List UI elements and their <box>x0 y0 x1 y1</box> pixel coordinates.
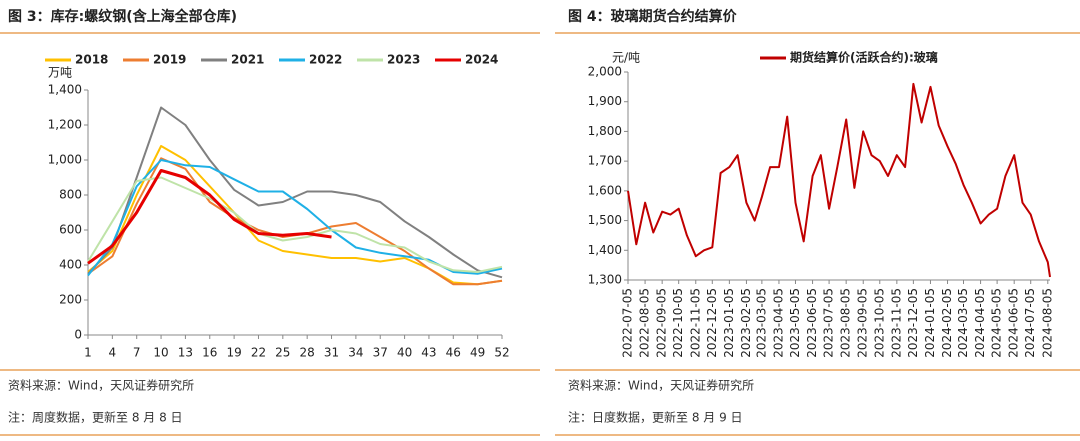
x-tick-label: 2024-01-05 <box>923 288 937 358</box>
x-tick-label: 2023-02-05 <box>739 288 753 358</box>
y-tick-label: 1,400 <box>48 83 82 97</box>
x-tick-label: 2023-04-05 <box>771 288 785 358</box>
y-axis-label: 元/吨 <box>612 51 640 65</box>
y-tick-label: 0 <box>74 328 82 342</box>
legend-label: 2023 <box>387 53 420 67</box>
x-tick-label: 2023-03-05 <box>754 288 768 358</box>
x-tick-label: 2023-01-05 <box>722 288 736 358</box>
x-tick-label: 2024-06-05 <box>1007 288 1021 358</box>
y-tick-label: 1,600 <box>588 183 622 197</box>
x-tick-label: 28 <box>300 346 315 360</box>
x-tick-label: 2024-02-05 <box>940 288 954 358</box>
y-tick-label: 1,400 <box>588 243 622 257</box>
x-tick-label: 2023-06-05 <box>805 288 819 358</box>
x-tick-label: 49 <box>470 346 485 360</box>
series-line <box>87 169 332 265</box>
x-tick-label: 10 <box>153 346 168 360</box>
legend-label: 2021 <box>231 53 264 67</box>
y-tick-label: 1,700 <box>588 154 622 168</box>
y-axis-label: 万吨 <box>48 66 72 80</box>
x-tick-label: 2023-11-05 <box>889 288 903 358</box>
y-tick-label: 1,900 <box>588 94 622 108</box>
x-tick-label: 25 <box>275 346 290 360</box>
y-tick-label: 200 <box>59 293 82 307</box>
series-line <box>627 82 1051 278</box>
x-tick-label: 22 <box>251 346 266 360</box>
x-tick-label: 13 <box>178 346 193 360</box>
x-tick-label: 2024-05-05 <box>990 288 1004 358</box>
y-tick-label: 800 <box>59 188 82 202</box>
legend-label: 2019 <box>153 53 186 67</box>
y-tick-label: 2,000 <box>588 65 622 79</box>
legend-label: 2022 <box>309 53 342 67</box>
x-tick-label: 2023-09-05 <box>856 288 870 358</box>
x-tick-label: 2022-07-05 <box>621 288 635 358</box>
x-tick-label: 2024-04-05 <box>973 288 987 358</box>
y-tick-label: 400 <box>59 258 82 272</box>
source: 资料来源：Wind，天风证券研究所 <box>8 378 194 393</box>
series-line <box>87 145 503 286</box>
x-tick-label: 2023-12-05 <box>906 288 920 358</box>
legend-label: 期货结算价(活跃合约):玻璃 <box>790 50 938 65</box>
y-tick-label: 600 <box>59 223 82 237</box>
y-tick-label: 1,300 <box>588 273 622 287</box>
legend-label: 2024 <box>465 53 498 67</box>
x-tick-label: 1 <box>84 346 92 360</box>
x-tick-label: 46 <box>446 346 461 360</box>
x-tick-label: 2023-05-05 <box>788 288 802 358</box>
x-tick-label: 16 <box>202 346 217 360</box>
x-tick-label: 52 <box>494 346 509 360</box>
x-tick-label: 31 <box>324 346 339 360</box>
x-tick-label: 2022-11-05 <box>688 288 702 358</box>
x-tick-label: 2022-12-05 <box>705 288 719 358</box>
x-tick-label: 2023-07-05 <box>822 288 836 358</box>
x-tick-label: 40 <box>397 346 412 360</box>
x-tick-label: 19 <box>226 346 241 360</box>
x-tick-label: 7 <box>133 346 141 360</box>
chart-title: 图 4：玻璃期货合约结算价 <box>568 8 738 25</box>
x-tick-label: 43 <box>421 346 436 360</box>
x-tick-label: 2024-08-05 <box>1040 288 1054 358</box>
x-tick-label: 2023-08-05 <box>839 288 853 358</box>
series-line <box>87 159 503 277</box>
legend-label: 2018 <box>75 53 108 67</box>
y-tick-label: 1,000 <box>48 153 82 167</box>
x-tick-label: 2022-10-05 <box>671 288 685 358</box>
x-tick-label: 2022-09-05 <box>655 288 669 358</box>
source: 资料来源：Wind，天风证券研究所 <box>568 378 754 393</box>
x-tick-label: 2022-08-05 <box>638 288 652 358</box>
x-tick-label: 4 <box>109 346 117 360</box>
y-tick-label: 1,800 <box>588 124 622 138</box>
y-tick-label: 1,200 <box>48 118 82 132</box>
y-tick-label: 1,500 <box>588 213 622 227</box>
x-tick-label: 37 <box>373 346 388 360</box>
series-line <box>87 106 503 279</box>
x-tick-label: 34 <box>348 346 363 360</box>
x-tick-label: 2024-03-05 <box>956 288 970 358</box>
note: 注：日度数据，更新至 8 月 9 日 <box>568 410 743 425</box>
chart-title: 图 3：库存:螺纹钢(含上海全部仓库) <box>8 8 237 25</box>
x-tick-label: 2024-07-05 <box>1023 288 1037 358</box>
x-tick-label: 2023-10-05 <box>872 288 886 358</box>
note: 注：周度数据，更新至 8 月 8 日 <box>8 410 183 425</box>
